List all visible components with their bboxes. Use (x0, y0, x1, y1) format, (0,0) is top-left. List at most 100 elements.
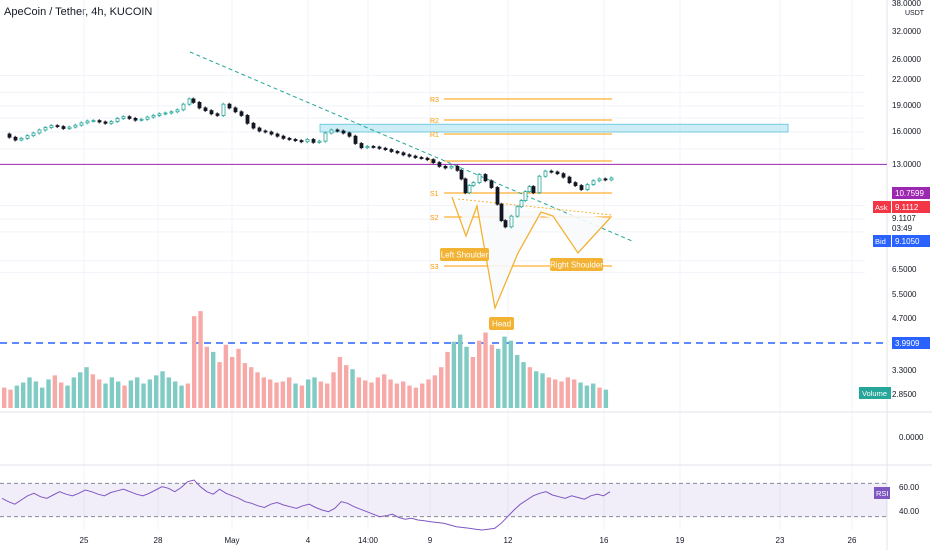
volume-bar (160, 371, 165, 408)
volume-bar (65, 385, 70, 408)
volume-bar (147, 379, 153, 408)
candle (407, 154, 412, 157)
volume-bar (103, 383, 108, 408)
chart-title: ApeCoin / Tether, 4h, KUCOIN (4, 6, 153, 18)
volume-bar (154, 375, 159, 408)
candle (437, 162, 442, 167)
rsi-pane (0, 479, 887, 531)
supply-zone (319, 123, 789, 133)
candle (489, 180, 494, 188)
volume-bar (413, 387, 419, 408)
candle (609, 177, 614, 181)
volume-bar (489, 344, 495, 408)
head-label-bg (489, 317, 514, 330)
volume-bar (128, 380, 134, 408)
candles (7, 97, 614, 229)
volume-bar (78, 372, 83, 408)
candle (555, 171, 560, 175)
price-tick: 26.0000 (892, 55, 921, 64)
descending-trendline[interactable] (189, 51, 633, 242)
volume-bar (230, 357, 235, 408)
candle (97, 120, 102, 123)
candle (365, 146, 370, 149)
time-tick: 16 (600, 536, 609, 545)
candle (37, 129, 42, 134)
supply-zone-rect[interactable] (319, 123, 789, 133)
candle (567, 176, 572, 184)
time-tick: 26 (848, 536, 857, 545)
volume-pane-label[interactable]: Volume (862, 389, 887, 398)
ask-tag-bg (873, 201, 891, 213)
volume-bar (2, 387, 7, 408)
candle (305, 139, 310, 143)
candle (257, 127, 262, 132)
candle (527, 186, 532, 193)
candle (585, 184, 590, 190)
candle (239, 111, 244, 116)
volume-bar (299, 385, 305, 408)
volume-bar (515, 354, 520, 408)
candle (157, 113, 162, 116)
volume-bar (185, 383, 191, 408)
candle (151, 115, 156, 118)
left-shoulder-label: Left Shoulder (441, 251, 489, 260)
volume-bar (141, 383, 146, 408)
rsi-pane-label[interactable]: RSI (876, 489, 889, 498)
candle (233, 107, 238, 113)
trendline (189, 51, 633, 242)
volume-bar (21, 382, 26, 408)
time-tick: 4 (306, 536, 311, 545)
candle (543, 170, 548, 177)
left-shoulder-label-bg (440, 248, 489, 261)
volume-bar (223, 344, 229, 408)
candle (187, 98, 192, 105)
price-tick: 9.1107 (892, 214, 916, 223)
candle (353, 135, 358, 144)
volume-bar (14, 385, 20, 408)
candle (203, 107, 208, 112)
candle (19, 137, 24, 141)
volume-bar (464, 346, 469, 408)
pivot-label: S1 (430, 191, 439, 198)
volume-bar (369, 382, 374, 408)
volume-bar (204, 346, 210, 408)
candle (443, 165, 448, 169)
rsi-line[interactable] (1, 479, 611, 531)
price-axis: 38.0000 32.0000 26.0000 22.0000 19.0000 16.00… (892, 0, 925, 516)
volume-bar (432, 375, 438, 408)
pattern-outline[interactable] (451, 196, 611, 311)
volume-bar (116, 381, 121, 408)
volume-bar (287, 377, 292, 408)
time-tick: 19 (676, 536, 685, 545)
candle (299, 140, 304, 143)
volume-bar (255, 372, 260, 408)
candle (127, 116, 132, 119)
candle (509, 215, 514, 228)
price-tick: 22.0000 (892, 75, 921, 84)
candle (499, 203, 504, 221)
candle (263, 130, 268, 133)
volume-bar (388, 379, 393, 408)
currency-label: USDT (905, 10, 925, 17)
time-tick: 28 (154, 536, 163, 545)
candle (281, 135, 286, 139)
candle (579, 185, 584, 190)
volume-bar (90, 374, 96, 408)
candle (79, 122, 84, 126)
volume-bar (584, 385, 590, 408)
candle (275, 133, 280, 137)
volume-bar (192, 316, 197, 408)
price-tick: 38.0000 (892, 0, 921, 8)
volume-bar (179, 385, 184, 408)
candle (163, 112, 168, 115)
candle (413, 155, 418, 158)
price-tick: 2.8500 (892, 390, 917, 399)
volume-bar (166, 377, 172, 408)
candle (467, 185, 472, 194)
resistance-badge: 10.7599 (895, 189, 924, 198)
neckline[interactable] (457, 198, 613, 216)
volume-bar (445, 351, 450, 408)
candle (55, 125, 60, 128)
